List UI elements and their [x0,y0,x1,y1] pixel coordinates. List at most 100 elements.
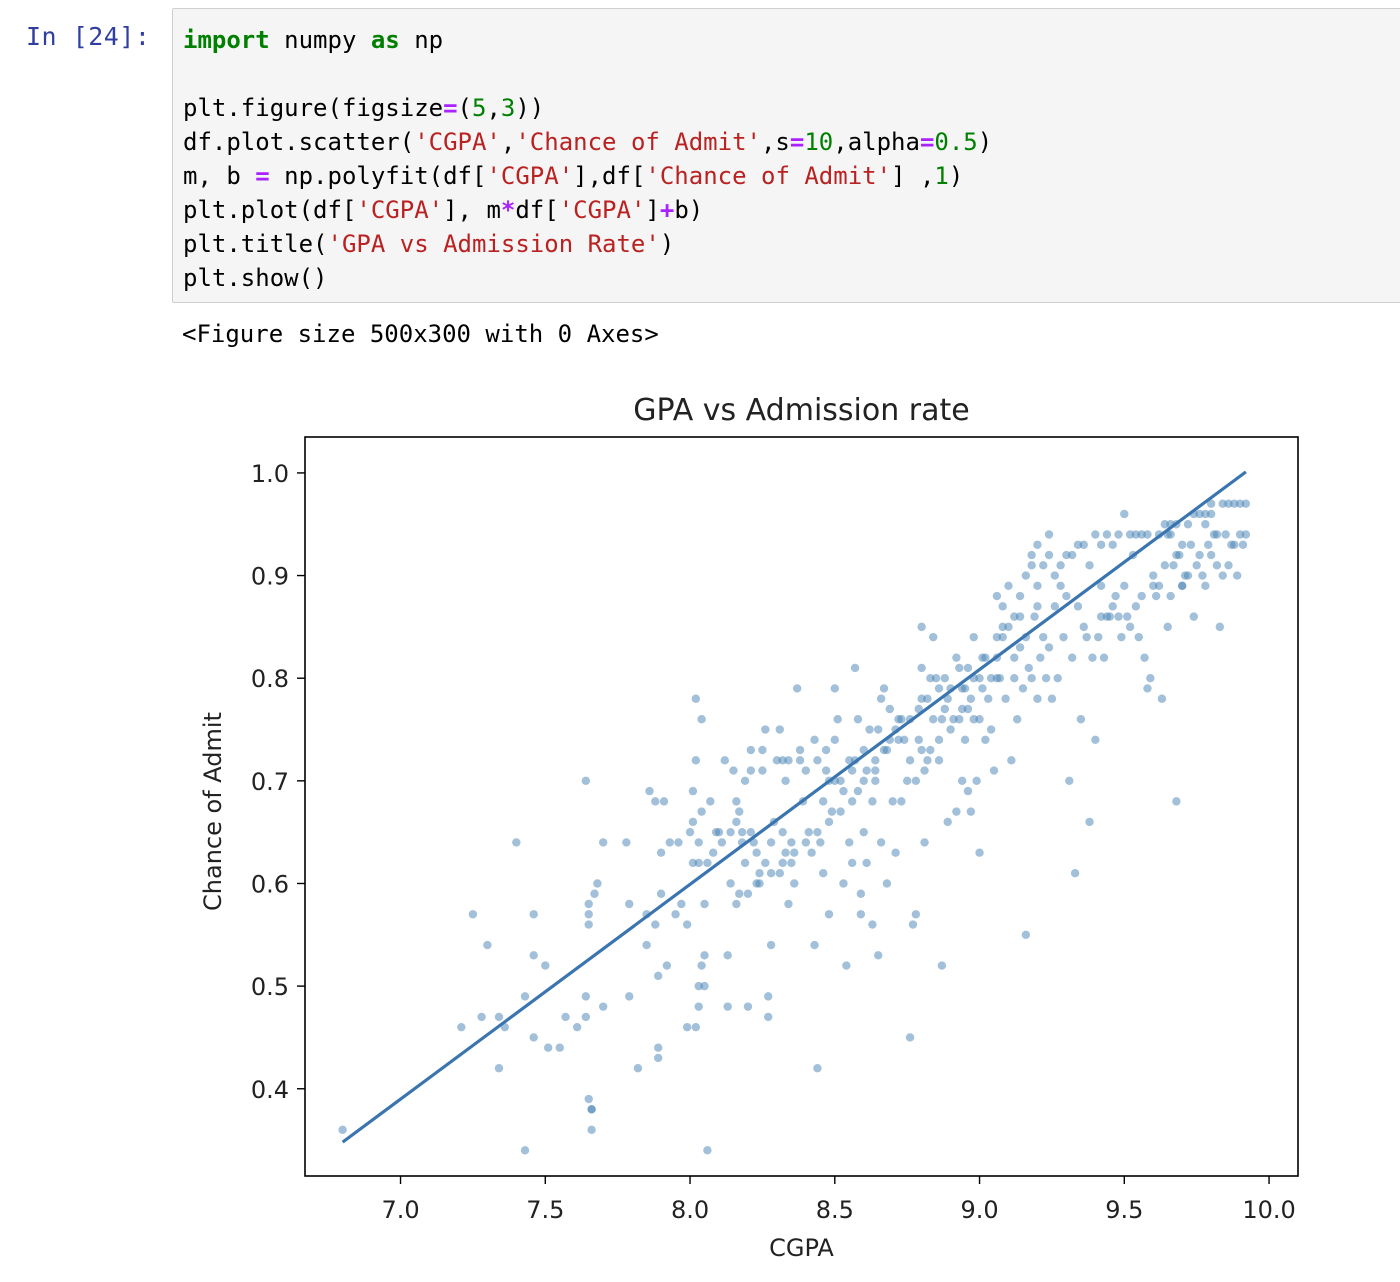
data-point [717,838,727,847]
x-tick-label: 7.0 [381,1196,419,1224]
data-point [862,858,871,868]
data-point [917,694,926,703]
data-point [1018,684,1028,693]
data-point [726,879,735,888]
x-axis-label: CGPA [769,1234,834,1262]
data-point [729,766,738,775]
data-point [1189,612,1198,621]
data-point [778,827,787,837]
regression-line [341,470,1247,1144]
data-point [865,725,874,734]
data-point [761,858,770,868]
data-point [1125,530,1135,539]
data-point [995,674,1005,683]
data-point [755,879,764,888]
data-point [775,725,784,734]
data-point [694,1002,703,1011]
data-point [766,838,776,847]
data-point [845,756,854,765]
code-line: plt.title('GPA vs Admission Rate') [183,230,675,258]
data-point [1076,715,1086,724]
data-point [833,715,842,724]
data-point [1010,653,1019,662]
data-point [1024,663,1033,673]
data-point [1140,653,1149,662]
data-point [665,838,674,847]
data-point [1241,530,1251,539]
data-point [772,756,782,765]
data-point [963,704,973,714]
data-point [598,838,608,847]
data-point [714,827,724,837]
y-tick-label: 0.9 [251,563,289,591]
data-point [1137,591,1146,601]
data-point [543,1043,553,1052]
data-point [561,1012,570,1022]
data-point [700,951,709,960]
data-point [1050,571,1060,580]
data-point [955,663,964,673]
data-point [1206,550,1216,560]
data-point [1241,499,1251,508]
data-point [1099,653,1109,662]
data-point [732,797,741,806]
data-point [1021,571,1031,580]
data-point [1160,520,1170,529]
data-point [969,715,978,724]
data-point [1172,797,1181,806]
data-point [900,735,909,744]
data-point [1030,612,1039,621]
data-point [653,1053,663,1063]
data-point [1010,612,1019,621]
data-point [917,622,926,632]
data-point [923,756,932,765]
data-point [581,776,591,786]
data-point [926,674,935,683]
data-point [653,1043,663,1052]
data-point [1015,612,1025,621]
data-point [659,797,669,806]
data-point [790,879,799,888]
data-point [468,910,478,919]
data-point [946,725,955,734]
data-point [1079,622,1088,632]
data-point [598,1002,608,1011]
data-point [1201,520,1210,529]
data-point [981,735,990,744]
data-point [662,961,672,970]
data-point [758,766,767,775]
data-point [986,674,996,683]
data-point [746,766,756,775]
data-point [1224,561,1233,570]
code-editor[interactable]: import numpy as np plt.figure(figsize=(5… [183,23,992,295]
data-point [1204,540,1213,549]
data-point [651,797,660,806]
data-point [1224,499,1233,508]
data-point [755,869,764,878]
data-point [682,920,692,929]
data-point [819,797,828,806]
x-tick-label: 10.0 [1242,1196,1295,1224]
code-input-area[interactable]: import numpy as np plt.figure(figsize=(5… [172,8,1400,303]
data-point [1059,632,1068,642]
data-point [1053,674,1062,683]
data-point [787,838,796,847]
data-point [952,653,961,662]
data-point [795,745,805,755]
data-point [807,848,816,857]
data-point [746,827,756,837]
data-point [966,694,976,703]
data-point [633,1064,643,1073]
data-point [1172,550,1181,560]
data-point [813,827,822,837]
data-point [338,1125,347,1135]
data-point [743,889,753,898]
data-point [839,786,848,796]
data-point [740,858,750,868]
data-point [723,1002,732,1011]
data-point [920,838,929,847]
data-point [1041,674,1051,683]
data-point [1082,632,1091,642]
data-point [1015,643,1025,652]
